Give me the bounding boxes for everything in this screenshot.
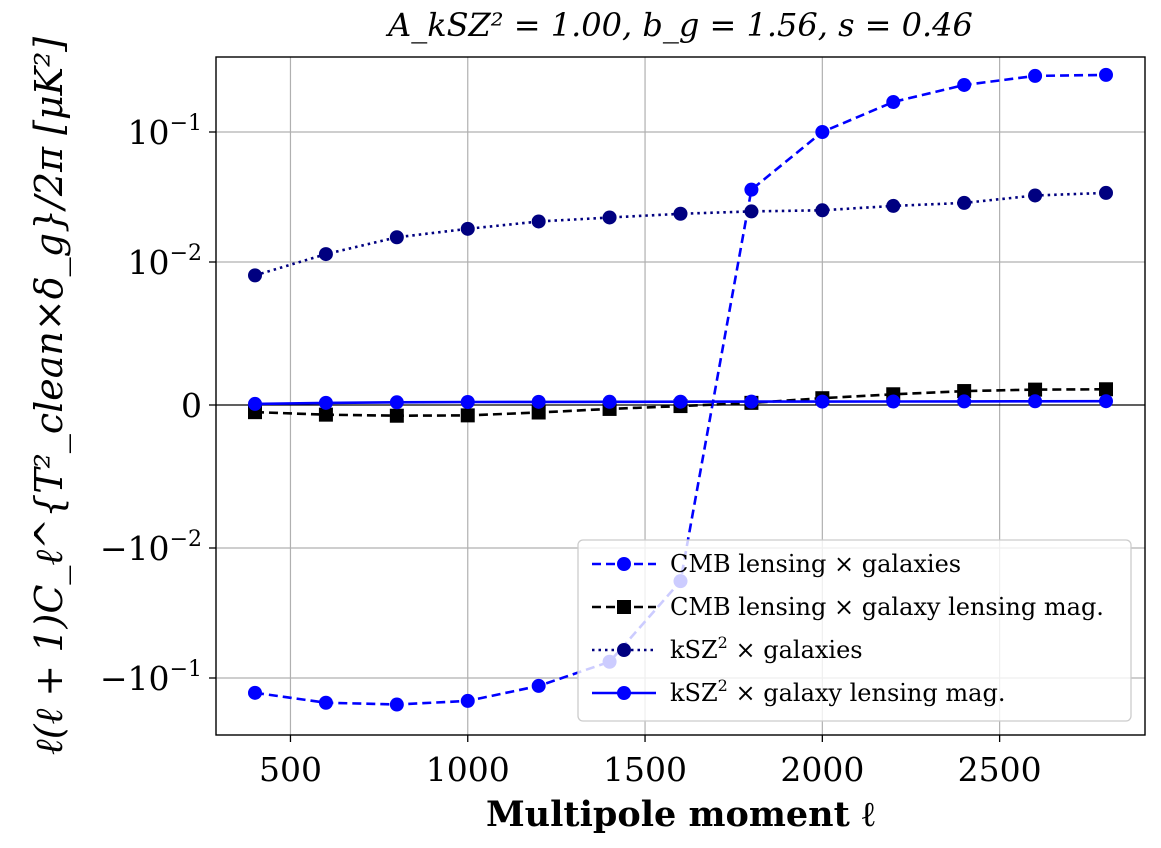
- series-3-point-1: [318, 395, 333, 410]
- x-tick-label-3: 2000: [780, 750, 864, 789]
- legend-item-2: kSZ2 × galaxies: [592, 633, 863, 664]
- legend-label-1: CMB lensing × galaxy lensing mag.: [670, 593, 1104, 621]
- legend-swatch-marker-1: [617, 600, 631, 614]
- series-3-point-11: [1028, 394, 1043, 409]
- y-tick-label-2: 0: [181, 386, 202, 425]
- y-axis-label: ℓ(ℓ + 1)C_ℓ^{T²_clean×δ_g}/2π [μK²]: [27, 37, 72, 755]
- y-tick-label-1: −10−2: [100, 527, 202, 568]
- series-2-point-10: [957, 195, 972, 210]
- series-3: [248, 394, 1113, 411]
- y-axis-ticks: −10−1 −10−2 0 10−2 10−1: [100, 111, 216, 698]
- legend-swatch-marker-0: [617, 557, 631, 571]
- series-2: [248, 185, 1113, 283]
- series-2-point-9: [886, 198, 901, 213]
- series-3-point-5: [602, 394, 617, 409]
- legend-label-0: CMB lensing × galaxies: [670, 550, 961, 578]
- series-1-point-10: [957, 384, 972, 399]
- x-axis-ticks: 500 1000 1500 2000 2500: [259, 735, 1042, 789]
- chart-title: A_kSZ² = 1.00, b_g = 1.56, s = 0.46: [385, 6, 973, 44]
- series-0-point-8: [815, 125, 830, 139]
- series-2-point-4: [531, 214, 546, 229]
- series-2-point-8: [815, 203, 830, 218]
- series-2-point-0: [248, 268, 263, 283]
- y-tick-label-4: 10−1: [128, 111, 202, 152]
- series-3-point-10: [957, 394, 972, 409]
- series-3-point-6: [673, 394, 688, 409]
- legend-label-3: kSZ2 × galaxy lensing mag.: [670, 676, 1005, 707]
- legend-swatch-marker-2: [617, 643, 631, 657]
- series-3-point-3: [460, 394, 475, 409]
- legend-item-0: CMB lensing × galaxies: [592, 550, 961, 578]
- legend-item-1: CMB lensing × galaxy lensing mag.: [592, 593, 1104, 621]
- series-2-point-2: [389, 230, 404, 245]
- series-layer: [248, 67, 1113, 712]
- series-2-point-3: [460, 221, 475, 236]
- y-tick-label-0: −10−1: [100, 657, 202, 698]
- x-tick-label-1: 1000: [426, 750, 510, 789]
- series-3-point-0: [248, 396, 263, 411]
- series-1-point-2: [389, 408, 404, 423]
- series-0-point-3: [460, 693, 475, 708]
- series-3-point-8: [815, 394, 830, 409]
- series-1-point-1: [318, 407, 333, 422]
- legend-swatch-marker-3: [617, 686, 631, 700]
- series-0-point-1: [318, 695, 333, 710]
- series-0-point-10: [957, 77, 972, 92]
- legend-label-2: kSZ2 × galaxies: [670, 633, 863, 664]
- series-3-point-9: [886, 394, 901, 409]
- series-1-point-12: [1098, 382, 1113, 397]
- series-2-point-1: [318, 247, 333, 262]
- x-tick-label-4: 2500: [958, 750, 1042, 789]
- series-2-point-5: [602, 210, 617, 225]
- legend: CMB lensing × galaxies CMB lensing × gala…: [577, 539, 1132, 722]
- x-axis-label: Multipole moment ℓ: [486, 794, 875, 835]
- series-line-2: [254, 191, 1107, 277]
- x-tick-label-2: 1500: [603, 750, 687, 789]
- series-0: [248, 67, 1113, 712]
- x-tick-label-0: 500: [259, 750, 322, 789]
- series-1-point-11: [1028, 382, 1043, 397]
- series-0-point-12: [1098, 67, 1113, 82]
- series-0-point-0: [248, 685, 263, 700]
- series-0-point-11: [1028, 68, 1043, 83]
- series-2-point-12: [1098, 185, 1113, 200]
- series-0-point-7: [744, 182, 759, 197]
- series-2-point-6: [673, 206, 688, 221]
- series-1-point-3: [460, 408, 475, 423]
- legend-box: [577, 539, 1132, 722]
- plot-frame: [215, 56, 1146, 736]
- series-1-point-4: [531, 405, 546, 420]
- series-3-point-12: [1098, 394, 1113, 409]
- legend-item-3: kSZ2 × galaxy lensing mag.: [592, 676, 1005, 707]
- series-3-point-4: [531, 394, 546, 409]
- series-0-point-9: [886, 95, 901, 110]
- series-2-point-11: [1028, 188, 1043, 203]
- y-tick-label-3: 10−2: [128, 241, 202, 282]
- series-2-point-7: [744, 204, 759, 219]
- series-3-point-7: [744, 394, 759, 409]
- series-0-point-2: [389, 697, 404, 712]
- series-3-point-2: [389, 395, 404, 410]
- series-0-point-4: [531, 678, 546, 693]
